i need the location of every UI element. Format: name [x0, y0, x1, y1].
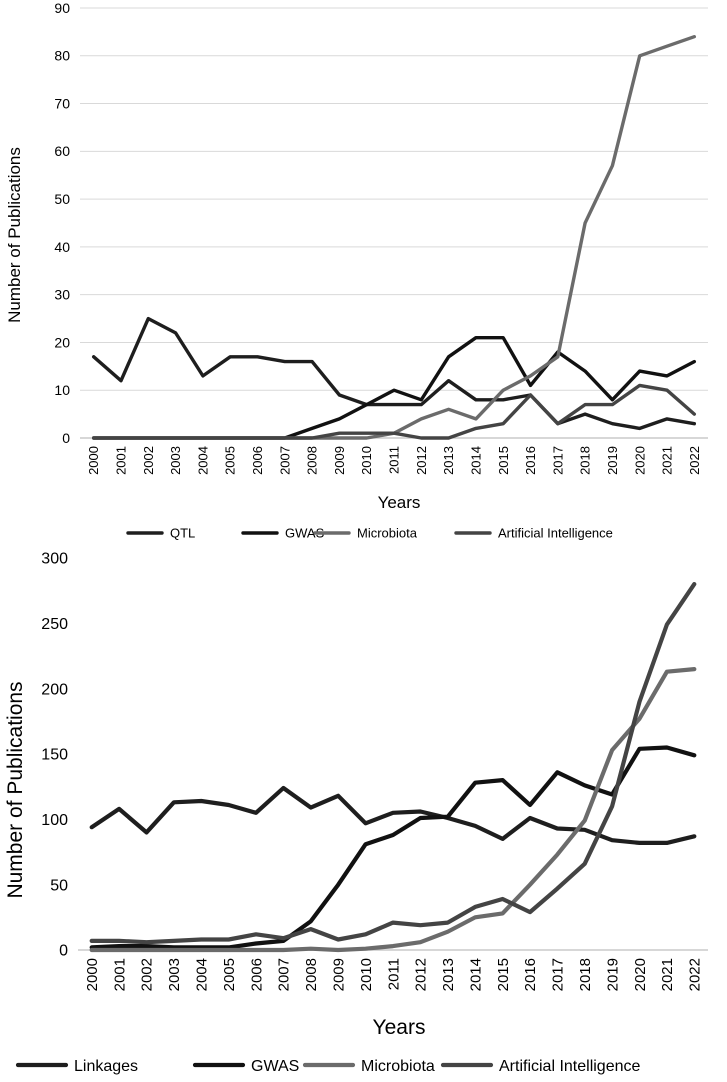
bottom-y-tick-label: 0 — [59, 943, 68, 960]
top-y-tick-label: 20 — [54, 334, 70, 350]
bottom-x-tick-label: 2009 — [330, 958, 347, 991]
top-x-tick-label: 2014 — [468, 446, 483, 475]
bottom-y-axis-title: Number of Publications — [4, 681, 27, 898]
chart-top: Number of Publications Years 0 10 20 30 40 50… — [5, 0, 708, 541]
top-series-line-qtl — [91, 316, 696, 431]
bottom-legend-label: GWAS — [251, 1058, 299, 1075]
bottom-x-tick-label: 2021 — [659, 958, 676, 991]
top-x-tick-label: 2000 — [86, 446, 101, 475]
bottom-x-tick-label: 2000 — [84, 958, 101, 991]
bottom-y-tick-label: 250 — [41, 616, 68, 633]
top-x-tick-label: 2018 — [578, 446, 593, 475]
bottom-x-tick-label: 2019 — [604, 958, 621, 991]
bottom-x-tick-label: 2004 — [194, 958, 211, 991]
top-legend-label: Microbiota — [357, 526, 418, 541]
top-x-tick-label: 2011 — [387, 446, 402, 474]
top-y-axis-title: Number of Publications — [5, 147, 24, 323]
top-x-tick-label: 2021 — [660, 446, 675, 475]
top-legend-label: QTL — [170, 526, 195, 541]
bottom-x-tick-label: 2015 — [495, 958, 512, 991]
bottom-legend-label: Linkages — [74, 1058, 138, 1075]
top-legend-label: GWAS — [285, 526, 325, 541]
bottom-y-tick-label: 50 — [50, 877, 68, 894]
bottom-x-tick-label: 2001 — [111, 958, 128, 991]
bottom-x-tick-label: 2022 — [687, 958, 704, 991]
top-y-tick-label: 80 — [54, 48, 70, 64]
top-y-tick-label: 30 — [54, 287, 70, 303]
bottom-x-tick-label: 2012 — [413, 958, 430, 991]
bottom-x-tick-label: 2018 — [577, 958, 594, 991]
bottom-legend-label: Artificial Intelligence — [499, 1058, 641, 1075]
top-x-tick-label: 2017 — [550, 446, 565, 475]
top-x-tick-label: 2007 — [277, 446, 292, 475]
top-x-tick-label: 2022 — [687, 446, 702, 475]
top-x-tick-label: 2006 — [250, 446, 265, 475]
top-x-tick-label: 2008 — [305, 446, 320, 475]
bottom-x-tick-label: 2010 — [358, 958, 375, 991]
top-y-tick-label: 50 — [54, 191, 70, 207]
bottom-x-axis-title: Years — [373, 1016, 426, 1039]
top-y-tick-label: 40 — [54, 239, 70, 255]
chart-bottom: Number of Publications Years 0 50 100 150 20… — [4, 551, 708, 1075]
top-x-tick-label: 2002 — [141, 446, 156, 475]
bottom-x-tick-label: 2013 — [440, 958, 457, 991]
top-y-tick-label: 60 — [54, 143, 70, 159]
top-x-tick-label: 2016 — [523, 446, 538, 475]
bottom-y-tick-label: 150 — [41, 747, 68, 764]
bottom-x-tick-label: 2014 — [467, 958, 484, 991]
bottom-legend-label: Microbiota — [361, 1058, 435, 1075]
bottom-x-tick-label: 2017 — [550, 958, 567, 991]
top-x-tick-label: 2015 — [496, 446, 511, 475]
top-x-tick-label: 2013 — [441, 446, 456, 475]
bottom-x-tick-label: 2007 — [276, 958, 293, 991]
top-y-tick-label: 70 — [54, 95, 70, 111]
top-y-tick-label: 0 — [62, 430, 70, 446]
top-x-tick-label: 2020 — [632, 446, 647, 475]
top-series-line-microbiota — [91, 35, 696, 440]
top-x-tick-label: 2005 — [223, 446, 238, 475]
bottom-x-tick-label: 2006 — [248, 958, 265, 991]
top-series-line-artificial-intelligence — [91, 383, 696, 440]
bottom-x-tick-label: 2020 — [632, 958, 649, 991]
bottom-y-tick-label: 300 — [41, 551, 68, 568]
bottom-series-line-microbiota — [89, 666, 697, 953]
bottom-series-line-artificial-intelligence — [89, 581, 697, 945]
bottom-x-tick-label: 2016 — [522, 958, 539, 991]
bottom-y-tick-label: 200 — [41, 681, 68, 698]
top-x-tick-label: 2001 — [114, 446, 129, 475]
top-x-tick-label: 2009 — [332, 446, 347, 475]
top-y-tick-label: 90 — [54, 0, 70, 16]
bottom-x-tick-label: 2005 — [221, 958, 238, 991]
top-x-tick-label: 2004 — [195, 446, 210, 475]
top-y-tick-label: 10 — [54, 382, 70, 398]
bottom-x-tick-label: 2008 — [303, 958, 320, 991]
bottom-series-line-gwas — [89, 745, 697, 950]
top-x-axis-title: Years — [378, 493, 421, 512]
top-legend-label: Artificial Intelligence — [498, 526, 613, 541]
top-x-tick-label: 2012 — [414, 446, 429, 475]
bottom-x-tick-label: 2003 — [166, 958, 183, 991]
bottom-y-tick-label: 100 — [41, 812, 68, 829]
top-x-tick-label: 2003 — [168, 446, 183, 475]
top-x-tick-label: 2010 — [359, 446, 374, 475]
bottom-x-tick-label: 2011 — [385, 958, 402, 990]
top-series-line-gwas — [91, 336, 696, 440]
bottom-x-tick-label: 2002 — [139, 958, 156, 991]
top-x-tick-label: 2019 — [605, 446, 620, 475]
bottom-series-line-linkages — [89, 785, 697, 846]
